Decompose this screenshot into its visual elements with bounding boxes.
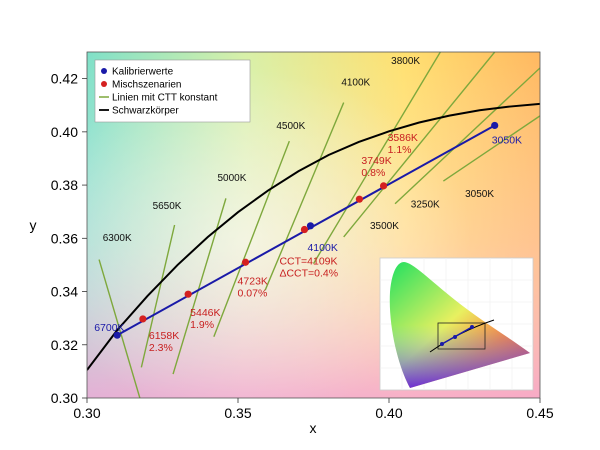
iso-cct-line bbox=[140, 224, 176, 368]
y-tick-label: 0.34 bbox=[51, 284, 78, 300]
iso-cct-line bbox=[312, 52, 441, 264]
legend-marker-mix bbox=[101, 81, 107, 87]
iso-cct-line bbox=[394, 67, 540, 205]
calibration-label: 4100K bbox=[307, 242, 337, 254]
calibration-label: 3050K bbox=[492, 134, 522, 146]
x-axis-label: x bbox=[310, 420, 317, 436]
x-tick-label: 0.40 bbox=[375, 405, 402, 421]
inset-blue-region bbox=[389, 262, 530, 388]
iso-cct-label: 5000K bbox=[217, 173, 246, 184]
y-tick-label: 0.42 bbox=[51, 71, 78, 87]
iso-cct-line bbox=[172, 198, 227, 375]
mix-label: 2.3% bbox=[149, 342, 173, 354]
y-tick-label: 0.36 bbox=[51, 230, 78, 246]
inset-point bbox=[453, 335, 457, 339]
mix-label: 6158K bbox=[149, 330, 179, 342]
legend-marker-calibration bbox=[101, 68, 107, 74]
x-axis: 0.30 0.35 0.40 0.45 bbox=[73, 398, 554, 421]
calibration-point bbox=[113, 331, 121, 339]
inset-point bbox=[440, 342, 444, 346]
calibration-point bbox=[306, 222, 315, 230]
inset-point bbox=[470, 325, 474, 329]
mix-point bbox=[241, 258, 250, 266]
planckian-locus-line bbox=[87, 102, 540, 371]
mix-points bbox=[139, 182, 388, 323]
legend-box bbox=[94, 59, 251, 123]
inset-zoom-box bbox=[437, 322, 486, 350]
y-axis-label: y bbox=[30, 217, 37, 233]
mix-label: 4723K bbox=[238, 275, 268, 287]
y-tick-label: 0.30 bbox=[51, 390, 78, 406]
mix-point bbox=[184, 290, 192, 298]
legend-label-calibration: Kalibrierwerte bbox=[112, 67, 174, 78]
mix-point bbox=[139, 315, 147, 323]
x-tick-label: 0.35 bbox=[224, 405, 251, 421]
mix-label: CCT=4109K bbox=[279, 256, 337, 268]
legend-label-mix: Mischszenarien bbox=[112, 80, 181, 91]
x-tick-label: 0.45 bbox=[526, 405, 553, 421]
iso-cct-lines bbox=[98, 52, 540, 398]
inset-cie-diagram bbox=[379, 257, 534, 391]
y-tick-label: 0.32 bbox=[51, 337, 78, 353]
legend-label-iso: Linien mit CTT konstant bbox=[112, 93, 218, 104]
mix-label: 3586K bbox=[388, 132, 418, 144]
calibration-labels: 6700K 4100K 3050K bbox=[94, 134, 522, 334]
mix-label: 5446K bbox=[190, 307, 220, 319]
iso-cct-line bbox=[442, 115, 540, 182]
iso-cct-line bbox=[213, 140, 290, 338]
calibration-point bbox=[491, 121, 499, 130]
calibration-label: 6700K bbox=[94, 322, 124, 334]
legend-label-locus: Schwarzkörper bbox=[112, 106, 179, 117]
iso-cct-label: 4100K bbox=[341, 77, 370, 88]
mix-label: 1.9% bbox=[190, 319, 214, 331]
y-tick-label: 0.38 bbox=[51, 177, 78, 193]
iso-cct-label: 3050K bbox=[465, 189, 494, 200]
calibration-points bbox=[113, 121, 499, 339]
iso-cct-label: 3800K bbox=[391, 56, 420, 67]
mix-label: ΔCCT=0.4% bbox=[279, 268, 338, 280]
y-axis: 0.30 0.32 0.34 0.36 0.38 0.40 0.42 bbox=[51, 71, 87, 406]
plot-frame bbox=[86, 51, 541, 399]
mix-label: 0.8% bbox=[361, 167, 385, 179]
mix-label: 1.1% bbox=[388, 144, 412, 156]
iso-cct-line bbox=[264, 102, 345, 291]
mix-point bbox=[355, 195, 364, 203]
iso-cct-line bbox=[343, 52, 496, 238]
mix-point bbox=[379, 182, 388, 190]
x-tick-label: 0.30 bbox=[73, 405, 100, 421]
iso-cct-label: 5650K bbox=[153, 201, 182, 212]
iso-cct-label: 3500K bbox=[370, 221, 399, 232]
mix-label: 3749K bbox=[361, 155, 391, 167]
iso-cct-label: 3250K bbox=[411, 200, 440, 211]
legend: Kalibrierwerte Mischszenarien Linien mit… bbox=[94, 59, 251, 123]
iso-cct-label: 6300K bbox=[103, 233, 132, 244]
y-tick-label: 0.40 bbox=[51, 124, 78, 140]
inset-calibration-line bbox=[441, 326, 473, 345]
mix-label: 0.07% bbox=[238, 287, 268, 299]
iso-cct-labels: 6300K 5650K 5000K 4500K 4100K 3800K 3500K 3250K… bbox=[103, 56, 495, 244]
iso-cct-label: 4500K bbox=[276, 121, 305, 132]
mix-point bbox=[300, 225, 309, 234]
